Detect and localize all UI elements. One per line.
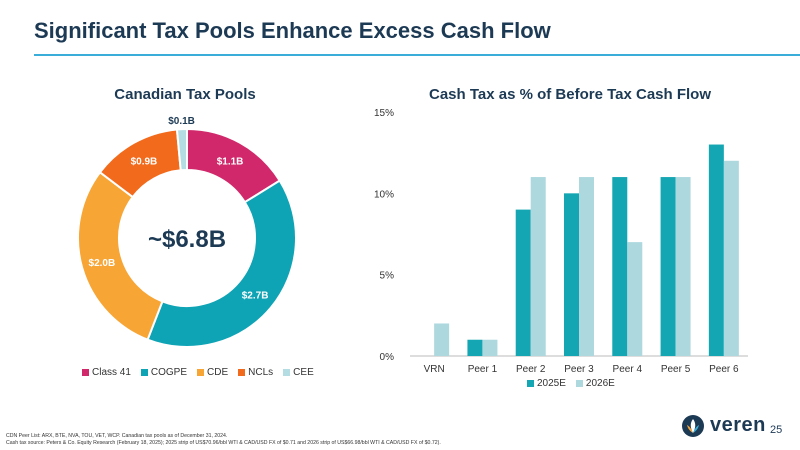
bar-peer-6-2025e	[708, 144, 724, 356]
y-tick-label: 5%	[380, 271, 395, 282]
donut-label-cde: $2.0B	[89, 258, 116, 269]
bar-peer-4-2025e	[612, 177, 628, 356]
legend-swatch	[238, 369, 246, 376]
footnote-1: CDN Peer List: ARX, BTE, NVA, TOU, VET, …	[6, 433, 228, 439]
legend-swatch	[197, 369, 205, 376]
donut-label-cee: $0.1B	[168, 116, 195, 127]
donut-label-cogpe: $2.7B	[242, 291, 269, 302]
leaf-logo-icon	[682, 414, 704, 437]
bar-peer-1-2026e	[482, 339, 498, 356]
footnote-2: Cash tax source: Peters & Co. Equity Res…	[6, 440, 441, 446]
x-tick-label: Peer 3	[564, 364, 594, 375]
donut-slice-cogpe	[146, 179, 297, 348]
donut-legend: Class 41 COGPE CDE NCLs CEE	[82, 367, 314, 378]
page-number: 25	[770, 424, 783, 436]
donut-slice-cde	[77, 170, 164, 341]
y-tick-label: 0%	[380, 352, 395, 363]
legend-item-ncls: NCLs	[238, 367, 273, 378]
x-tick-label: Peer 1	[468, 364, 498, 375]
bar-chart-title: Cash Tax as % of Before Tax Cash Flow	[428, 86, 712, 103]
legend-label: 2026E	[585, 378, 615, 389]
legend-swatch	[82, 369, 89, 376]
donut-slice-cee	[175, 127, 188, 172]
x-tick-label: Peer 5	[661, 364, 691, 375]
legend-label: CEE	[293, 367, 314, 378]
company-logo: veren	[682, 414, 766, 437]
bar-peer-4-2026e	[627, 242, 643, 356]
bar-peer-6-2026e	[723, 160, 739, 356]
legend-label: CDE	[207, 367, 229, 378]
legend-item-cogpe: COGPE	[140, 367, 188, 378]
legend-swatch	[283, 369, 291, 376]
donut-chart: $1.1B $2.7B $2.0B $0.9B $0.1B ~$6.8B	[77, 116, 297, 348]
bar-peer-1-2025e	[467, 339, 483, 356]
legend-item-2025e: 2025E	[527, 378, 566, 389]
bar-peer-3-2025e	[564, 193, 579, 356]
legend-swatch	[140, 369, 148, 376]
legend-label: COGPE	[150, 367, 188, 378]
bar-peer-5-2025e	[660, 177, 676, 356]
donut-label-class-41: $1.1B	[217, 157, 244, 168]
legend-swatch	[527, 380, 534, 387]
bar-peer-2-2025e	[515, 209, 531, 356]
x-tick-label: Peer 6	[709, 364, 739, 375]
donut-chart-title: Canadian Tax Pools	[114, 86, 256, 103]
donut-center-label: ~$6.8B	[148, 226, 226, 253]
x-tick-label: Peer 4	[613, 364, 643, 375]
x-tick-label: VRN	[424, 364, 445, 375]
bar-legend: 2025E 2026E	[527, 378, 615, 389]
legend-item-cee: CEE	[283, 367, 314, 378]
x-tick-label: Peer 2	[516, 364, 546, 375]
legend-label: 2025E	[537, 378, 566, 389]
bar-vrn-2026e	[434, 323, 450, 356]
y-tick-label: 15%	[374, 108, 394, 119]
bar-peer-3-2026e	[579, 177, 594, 356]
legend-swatch	[575, 380, 583, 387]
legend-label: Class 41	[92, 367, 131, 378]
donut-label-ncls: $0.9B	[131, 157, 158, 168]
slide-title: Significant Tax Pools Enhance Excess Cas…	[34, 18, 551, 43]
bar-chart: 0% 5% 10% 15% VRN Peer 1 Peer 2 Peer 3 Peer 4 Pee…	[374, 108, 748, 375]
title-rule	[34, 54, 800, 56]
legend-item-2026e: 2026E	[575, 378, 615, 389]
logo-text: veren	[710, 414, 766, 436]
bar-peer-2-2026e	[530, 177, 546, 356]
bar-peer-5-2026e	[675, 177, 691, 356]
legend-item-class-41: Class 41	[82, 367, 131, 378]
legend-item-cde: CDE	[197, 367, 228, 378]
legend-label: NCLs	[248, 367, 274, 378]
y-tick-label: 10%	[374, 189, 394, 200]
